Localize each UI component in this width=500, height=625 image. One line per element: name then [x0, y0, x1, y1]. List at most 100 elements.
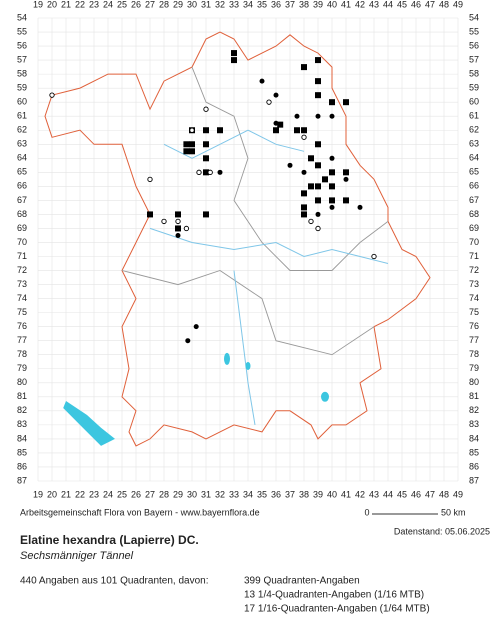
- column-label: 25: [117, 489, 127, 499]
- row-label: 75: [17, 307, 27, 317]
- column-label: 22: [75, 0, 85, 9]
- column-label: 20: [47, 489, 57, 499]
- square-marker: [294, 127, 300, 134]
- row-label: 83: [17, 419, 27, 429]
- district-border: [121, 270, 375, 356]
- ring-marker: [161, 218, 167, 225]
- column-label: 34: [243, 0, 253, 9]
- square-marker: [329, 99, 335, 106]
- column-label: 35: [257, 0, 267, 9]
- square-marker: [315, 162, 321, 169]
- square-marker: [277, 121, 284, 128]
- column-label: 24: [103, 489, 113, 499]
- square-marker: [203, 127, 209, 134]
- dot-marker: [329, 155, 335, 161]
- square-marker: [203, 169, 209, 176]
- row-label: 79: [469, 363, 479, 373]
- row-label: 65: [17, 167, 27, 177]
- column-label: 33: [229, 489, 239, 499]
- square-marker: [329, 169, 335, 176]
- square-marker: [203, 141, 209, 148]
- square-marker: [175, 225, 181, 232]
- dot-marker: [273, 92, 279, 98]
- row-label: 54: [469, 12, 479, 22]
- square-marker: [329, 197, 335, 204]
- square-marker: [343, 99, 349, 106]
- column-label: 31: [201, 489, 211, 499]
- ring-marker: [189, 127, 195, 133]
- row-label: 68: [17, 209, 27, 219]
- map-shapes: [44, 31, 431, 447]
- square-marker: [301, 127, 307, 134]
- ring-marker: [147, 176, 153, 182]
- square-marker: [329, 183, 335, 190]
- column-label: 39: [313, 489, 323, 499]
- column-label: 30: [187, 489, 197, 499]
- dot-marker: [315, 113, 321, 119]
- square-marker: [315, 78, 321, 85]
- lake: [224, 352, 230, 365]
- row-label: 68: [469, 209, 479, 219]
- river: [149, 227, 389, 264]
- count: 13 1/4-Quadranten-Angaben (1/16 MTB): [244, 590, 424, 601]
- dot-marker: [273, 120, 279, 126]
- column-label: 43: [369, 489, 379, 499]
- row-label: 55: [17, 26, 27, 36]
- subtitle: Sechsmänniger Tännel: [20, 550, 134, 562]
- column-label: 24: [103, 0, 113, 9]
- row-label: 63: [17, 139, 27, 149]
- row-label: 56: [17, 40, 27, 50]
- row-label: 72: [469, 265, 479, 275]
- row-label: 82: [469, 405, 479, 415]
- dot-marker: [294, 113, 300, 119]
- square-marker: [343, 169, 349, 176]
- square-marker: [189, 148, 195, 155]
- row-label: 85: [17, 447, 27, 457]
- lake: [245, 361, 251, 370]
- column-label: 35: [257, 489, 267, 499]
- square-marker: [231, 50, 237, 57]
- ring-marker: [308, 218, 314, 225]
- dot-marker: [301, 169, 307, 175]
- column-label: 47: [425, 0, 435, 9]
- row-label: 81: [17, 391, 27, 401]
- column-label: 41: [341, 0, 351, 9]
- column-label: 21: [61, 489, 71, 499]
- row-label: 79: [17, 363, 27, 373]
- square-marker: [315, 197, 321, 204]
- row-label: 78: [17, 349, 27, 359]
- row-label: 80: [17, 377, 27, 387]
- row-label: 81: [469, 391, 479, 401]
- ring-marker: [266, 99, 272, 105]
- date: Datenstand: 05.06.2025: [394, 526, 490, 536]
- square-marker: [308, 155, 314, 162]
- square-marker: [203, 155, 209, 162]
- row-label: 72: [17, 265, 27, 275]
- square-marker: [217, 127, 223, 134]
- column-label: 23: [89, 0, 99, 9]
- ring-marker: [175, 218, 181, 225]
- column-label: 49: [453, 0, 463, 9]
- dot-marker: [329, 113, 335, 119]
- row-label: 76: [469, 321, 479, 331]
- square-marker: [273, 127, 279, 134]
- row-label: 76: [17, 321, 27, 331]
- grid-labels: 19 19 20 20 21 21 22 22 23 23 24 24 25 25 26 26 27 27 28 28…: [17, 0, 479, 499]
- column-label: 23: [89, 489, 99, 499]
- row-label: 60: [17, 97, 27, 107]
- square-marker: [301, 204, 307, 211]
- dot-marker: [259, 78, 265, 84]
- credit: Arbeitsgemeinschaft Flora von Bayern - w…: [20, 507, 260, 517]
- square-marker: [147, 211, 153, 218]
- square-marker: [322, 176, 328, 183]
- row-label: 73: [469, 279, 479, 289]
- ring-marker: [183, 225, 190, 232]
- row-label: 67: [17, 195, 27, 205]
- ring-marker: [49, 92, 55, 98]
- row-label: 61: [17, 111, 27, 121]
- column-label: 44: [383, 489, 393, 499]
- square-marker: [231, 57, 237, 64]
- row-label: 59: [17, 83, 27, 93]
- column-label: 29: [173, 489, 183, 499]
